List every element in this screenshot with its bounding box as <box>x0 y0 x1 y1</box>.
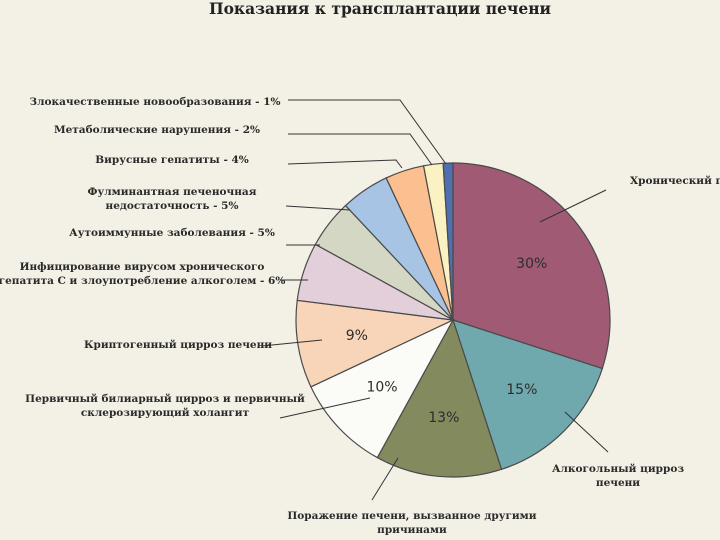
pie-slice-4 <box>310 318 455 459</box>
slice-label-2-line-2: печени <box>596 477 640 489</box>
slice-label-4-line-1: Первичный билиарный цирроз и первичный <box>25 393 305 405</box>
slice-label-3-line-1: Поражение печени, вызванное другими <box>287 510 536 522</box>
slice-value-label-1: 30% <box>516 256 547 272</box>
pie-slice-5 <box>295 299 456 388</box>
slice-label-5: Криптогенный цирроз печени <box>84 339 272 351</box>
pie-slice-2 <box>452 319 604 471</box>
slice-label-7: Аутоиммунные заболевания - 5% <box>69 227 275 239</box>
slice-label-4-line-2: склерозирующий холангит <box>81 407 250 419</box>
leader-line-2 <box>564 411 609 453</box>
slice-value-label-5: 9% <box>346 328 368 344</box>
slice-label-10: Метаболические нарушения - 2% <box>54 124 260 136</box>
leader-line-9 <box>287 159 403 169</box>
leader-line-10 <box>288 133 433 166</box>
chart-title: Показания к трансплантации печени <box>209 0 551 18</box>
leader-line-8 <box>285 205 351 211</box>
pie-slice-11 <box>442 162 454 321</box>
slice-value-labels: 30% 15% 13% 10% 9% <box>346 256 548 426</box>
leader-line-11 <box>288 99 447 165</box>
leader-line-4 <box>279 397 371 419</box>
slice-label-1: Хронический гепатит С <box>630 175 720 187</box>
slice-label-8-line-1: Фулминантная печеночная <box>88 186 257 198</box>
slice-label-11: Злокачественные новообразования - 1% <box>30 96 281 108</box>
pie-slice-3 <box>376 318 503 478</box>
pie-slice-1 <box>452 162 611 370</box>
slice-label-9: Вирусные гепатиты - 4% <box>95 154 249 166</box>
leader-line-5 <box>261 339 323 347</box>
slice-label-8-line-2: недостаточность - 5% <box>106 200 239 212</box>
slice-value-label-3: 13% <box>428 410 459 426</box>
slice-value-label-4: 10% <box>366 380 397 396</box>
slice-labels: Хронический гепатит С Алкогольный цирроз п… <box>0 96 720 536</box>
pie-slices <box>295 162 611 478</box>
slice-label-3-line-2: причинами <box>377 524 447 536</box>
leader-line-3 <box>371 457 399 501</box>
slice-value-label-2: 15% <box>506 382 537 398</box>
slice-label-6-line-2: гепатита С и злоупотребление алкоголем -… <box>0 275 285 287</box>
leader-lines <box>261 99 609 501</box>
slice-label-6-line-1: Инфицирование вирусом хронического <box>20 261 265 273</box>
slice-label-2-line-1: Алкогольный цирроз <box>552 463 684 475</box>
leader-line-1 <box>539 189 607 223</box>
